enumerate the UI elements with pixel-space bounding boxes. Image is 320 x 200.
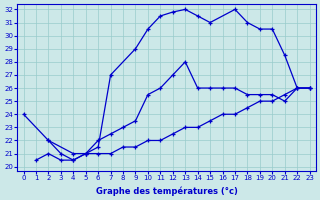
X-axis label: Graphe des températures (°c): Graphe des températures (°c) (96, 186, 237, 196)
